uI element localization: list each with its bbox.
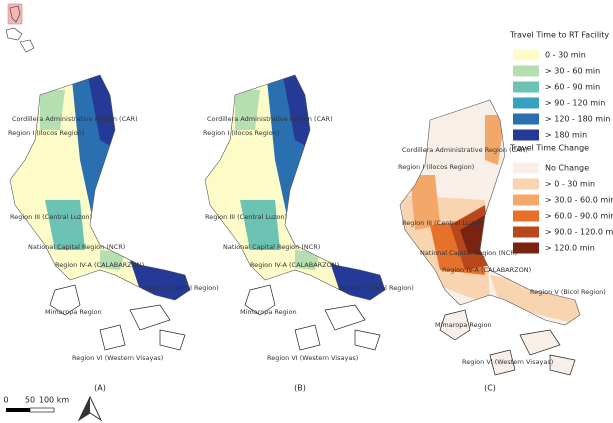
region-label: Region IV-A (CALABARZON) <box>250 261 339 269</box>
region-label: National Capital Region (NCR) <box>28 243 125 251</box>
region-label: Region III (Central Luzon) <box>402 219 484 227</box>
legend-label: > 120 - 180 min <box>545 115 610 124</box>
region-label: Mimaropa Region <box>435 321 492 329</box>
island <box>49 284 186 351</box>
legend-title: Travel Time to RT Facility <box>509 31 609 40</box>
map-fill <box>205 75 385 300</box>
region-label: Cordillera Administrative Region (CAR) <box>402 146 528 154</box>
panel-label: (B) <box>294 384 306 393</box>
map-area <box>490 275 580 325</box>
region-label: Region I (Ilocos Region) <box>398 163 474 171</box>
map-area <box>20 140 60 205</box>
legend-swatch <box>513 113 539 125</box>
region-label: Region IV-A (CALABARZON) <box>55 261 144 269</box>
legend-label: 0 - 30 min <box>545 51 586 60</box>
region-label: Region IV-A (CALABARZON) <box>442 266 531 274</box>
legend-swatch <box>513 178 539 190</box>
region-label: Region III (Central Luzon) <box>205 213 287 221</box>
map-area <box>215 140 255 205</box>
legend-swatch <box>513 194 539 206</box>
legend-label: > 30 - 60 min <box>545 67 600 76</box>
map-panel: Cordillera Administrative Region (CAR) Re… <box>203 74 414 362</box>
map-area <box>485 115 505 165</box>
legend-swatch <box>513 97 539 109</box>
region-label: Mimaropa Region <box>45 308 102 316</box>
map-area <box>40 90 65 130</box>
legend-swatch <box>513 162 539 174</box>
region-label: Region I (Ilocos Region) <box>203 129 279 137</box>
legend-swatch <box>513 129 539 141</box>
region-label: Region I (Ilocos Region) <box>8 129 84 137</box>
legend-label: > 180 min <box>545 131 587 140</box>
north-arrow <box>77 395 103 422</box>
map-area <box>460 215 485 255</box>
legend-label: > 0 - 30 min <box>545 180 595 189</box>
panel-label: (C) <box>484 384 496 393</box>
inset-map <box>5 3 35 53</box>
scale-label: 0 <box>3 396 8 405</box>
map-area <box>410 175 440 230</box>
scale-label: 100 km <box>39 396 69 405</box>
region-label: Region VI (Western Visayas) <box>462 358 553 366</box>
legend-swatch <box>513 226 539 238</box>
legend-label: > 120.0 min <box>545 244 595 253</box>
region-label: Mimaropa Region <box>240 308 297 316</box>
legend-label: No Change <box>545 164 589 173</box>
region-label: Region V (Bicol Region) <box>338 284 414 292</box>
region-label: Region V (Bicol Region) <box>143 284 219 292</box>
map-area <box>240 200 280 250</box>
legend-label: > 90 - 120 min <box>545 99 605 108</box>
region-label: Region VI (Western Visayas) <box>267 354 358 362</box>
island <box>244 284 381 351</box>
map-area <box>45 200 85 250</box>
legend-title: Travel Time Change <box>509 144 589 153</box>
legend-swatch <box>513 81 539 93</box>
scale-label: 50 <box>25 396 35 405</box>
region-label: Cordillera Administrative Region (CAR) <box>12 115 138 123</box>
legend-label: > 90.0 - 120.0 min <box>545 228 613 237</box>
panel-label: (A) <box>94 384 106 393</box>
legend-swatch <box>513 49 539 61</box>
region-label: Cordillera Administrative Region (CAR) <box>207 115 333 123</box>
region-label: Region VI (Western Visayas) <box>72 354 163 362</box>
island <box>439 309 576 376</box>
map-area <box>295 250 320 270</box>
legend-label: > 60 - 90 min <box>545 83 600 92</box>
map-area <box>235 90 260 130</box>
region-label: National Capital Region (NCR) <box>223 243 320 251</box>
region-label: National Capital Region (NCR) <box>420 249 517 257</box>
legend-swatch <box>513 65 539 77</box>
legend-label: > 60.0 - 90.0 min <box>545 212 613 221</box>
region-label: Region III (Central Luzon) <box>10 213 92 221</box>
region-label: Region V (Bicol Region) <box>530 288 606 296</box>
legend-label: > 30.0 - 60.0 min <box>545 196 613 205</box>
map-area <box>100 250 125 270</box>
legend-swatch <box>513 242 539 254</box>
scale-bar: 0 50 100 km <box>3 396 69 413</box>
map-fill <box>10 75 190 300</box>
legend-swatch <box>513 210 539 222</box>
map-panel: Cordillera Administrative Region (CAR) Re… <box>8 74 219 362</box>
